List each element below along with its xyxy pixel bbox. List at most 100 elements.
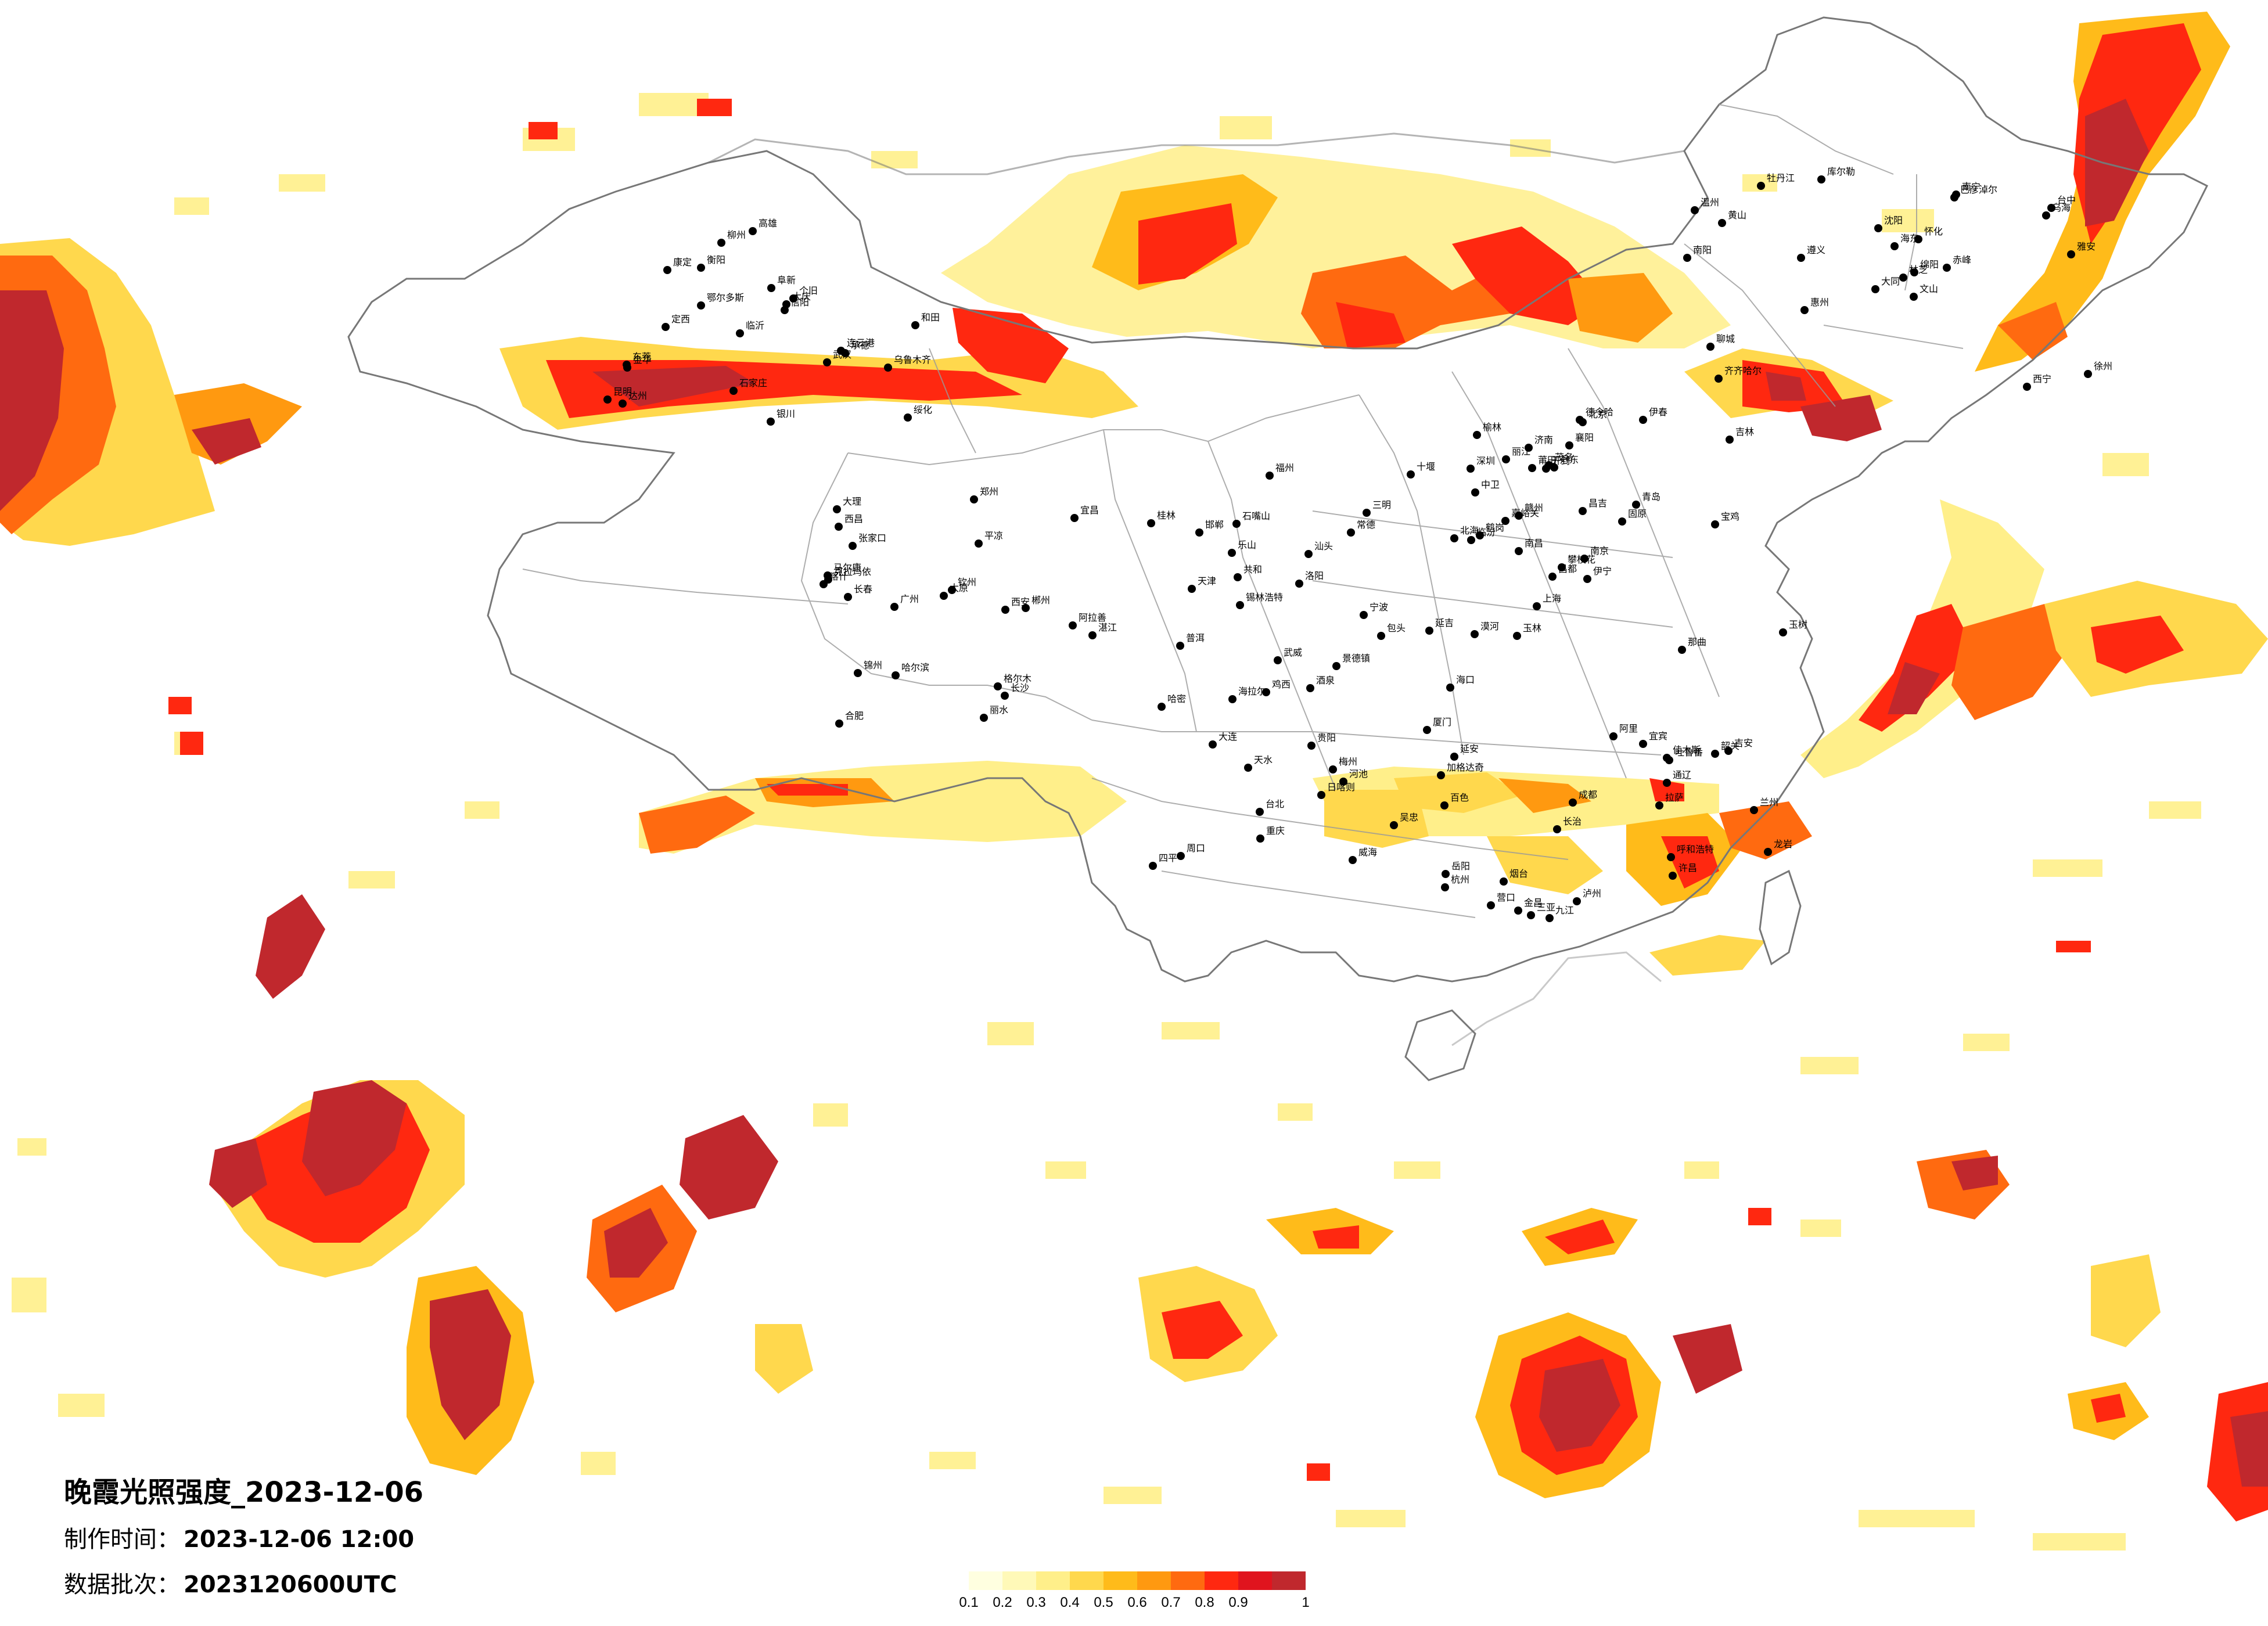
city-marker: 昆明 xyxy=(603,386,632,404)
legend-swatch xyxy=(1036,1571,1070,1590)
city-dot xyxy=(1580,555,1588,563)
province-borders xyxy=(522,104,1964,918)
city-dot xyxy=(1234,573,1242,581)
city-label: 柳州 xyxy=(727,229,746,240)
city-dot xyxy=(1228,695,1237,703)
city-label: 上海 xyxy=(1543,593,1561,604)
city-marker: 常德 xyxy=(1347,519,1375,537)
city-dot xyxy=(1565,441,1573,449)
city-dot xyxy=(1724,747,1733,755)
city-dot xyxy=(1669,872,1677,880)
city-label: 海拉尔 xyxy=(1238,686,1266,697)
city-marker: 怀化 xyxy=(1914,226,1943,243)
city-dot xyxy=(1500,877,1508,886)
legend-tick-label: 0.7 xyxy=(1161,1595,1181,1610)
city-label: 巴彦淖尔 xyxy=(1960,184,1997,195)
city-marker: 锡林浩特 xyxy=(1236,592,1283,609)
city-dot xyxy=(1471,488,1479,497)
city-label: 丹东 xyxy=(1560,454,1579,465)
city-dot xyxy=(1910,293,1918,301)
city-label: 库尔勒 xyxy=(1827,166,1855,177)
city-marker: 赣州 xyxy=(1515,502,1543,520)
city-label: 重庆 xyxy=(1266,825,1285,836)
city-marker: 伊春 xyxy=(1639,406,1667,424)
city-label: 康定 xyxy=(673,257,692,268)
city-label: 赤峰 xyxy=(1953,254,1971,265)
city-dot xyxy=(1899,274,1907,282)
city-marker: 温州 xyxy=(1691,197,1719,214)
legend-tick-label: 0.1 xyxy=(959,1595,979,1610)
city-label: 乌鲁木齐 xyxy=(894,354,931,365)
city-label: 鹤岗 xyxy=(1486,522,1504,533)
city-marker: 三亚 xyxy=(1527,902,1555,919)
city-label: 百色 xyxy=(1450,792,1469,803)
city-label: 昌都 xyxy=(1558,563,1577,574)
city-label: 日喀则 xyxy=(1327,782,1355,793)
city-dot xyxy=(1001,606,1009,614)
city-label: 鄂尔多斯 xyxy=(707,292,744,303)
city-marker: 临汾 xyxy=(1467,527,1496,544)
city-dot xyxy=(1573,897,1581,905)
city-dot xyxy=(1332,662,1340,670)
legend-swatch xyxy=(1137,1571,1171,1590)
city-label: 西昌 xyxy=(844,513,863,524)
city-marker: 福州 xyxy=(1266,462,1294,480)
city-marker: 玉树 xyxy=(1779,619,1807,636)
city-dot xyxy=(1910,268,1918,276)
city-dot xyxy=(1450,534,1458,542)
city-marker: 阿拉善 xyxy=(1069,612,1106,629)
city-dot xyxy=(1446,684,1454,692)
city-marker: 个旧 xyxy=(789,285,818,303)
city-dot xyxy=(623,361,631,369)
city-dot xyxy=(1943,264,1951,272)
city-dot xyxy=(781,306,789,314)
city-marker: 开封 xyxy=(1542,455,1570,473)
city-marker: 鸡西 xyxy=(1262,679,1291,696)
city-label: 固原 xyxy=(1628,508,1647,519)
city-dot xyxy=(884,364,892,372)
city-label: 石家庄 xyxy=(739,377,767,388)
city-dot xyxy=(970,495,978,503)
city-dot xyxy=(1569,798,1577,807)
city-marker: 北海 xyxy=(1450,525,1479,542)
city-marker: 定西 xyxy=(662,314,690,331)
city-label: 牡丹江 xyxy=(1767,172,1795,184)
city-marker: 南阳 xyxy=(1683,244,1712,262)
city-label: 惠州 xyxy=(1810,297,1829,308)
city-dot xyxy=(980,714,988,722)
city-dot xyxy=(820,580,828,588)
city-dot xyxy=(1177,852,1185,860)
city-label: 喀什 xyxy=(829,571,848,582)
city-label: 天水 xyxy=(1254,754,1273,765)
city-label: 遵义 xyxy=(1807,244,1825,256)
legend-tick-label: 0.8 xyxy=(1195,1595,1214,1610)
city-dot xyxy=(1576,416,1584,424)
city-marker: 杭州 xyxy=(1441,874,1469,891)
city-dot xyxy=(2042,211,2050,220)
city-marker: 攀枝花 xyxy=(1558,554,1595,571)
city-label: 黄山 xyxy=(1728,210,1746,221)
city-label: 三亚 xyxy=(1537,902,1555,913)
city-dot xyxy=(975,539,983,548)
city-marker: 海口 xyxy=(1446,674,1475,692)
city-marker: 柳州 xyxy=(717,229,746,247)
city-dot xyxy=(1476,531,1484,539)
city-dot xyxy=(1515,547,1523,555)
city-marker: 西昌 xyxy=(835,513,863,531)
city-label: 沈阳 xyxy=(1884,215,1903,226)
city-dot xyxy=(697,264,705,272)
city-marker: 大连 xyxy=(1209,731,1237,749)
city-marker: 共和 xyxy=(1234,564,1262,581)
city-dot xyxy=(1339,778,1347,786)
city-label: 乐山 xyxy=(1238,539,1256,551)
color-legend: 0.1 0.2 0.3 0.4 0.5 0.6 0.7 0.8 0.9 1 xyxy=(959,1571,1340,1613)
city-label: 周口 xyxy=(1187,843,1205,854)
city-label: 包头 xyxy=(1387,623,1406,634)
city-dot xyxy=(835,720,843,728)
city-dot xyxy=(1088,631,1097,639)
city-label: 绥化 xyxy=(914,404,932,415)
city-marker: 兰州 xyxy=(1750,797,1778,814)
city-label: 青岛 xyxy=(1642,491,1660,502)
city-marker: 大同 xyxy=(1871,276,1900,293)
city-dot xyxy=(994,682,1002,690)
